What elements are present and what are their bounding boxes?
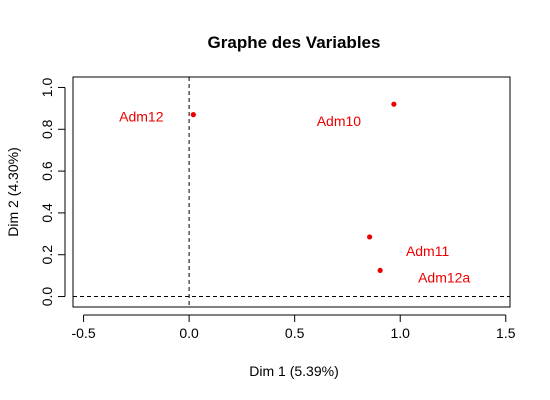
x-tick-label: -0.5 [71,325,95,341]
data-point [190,112,196,118]
y-axis-label: Dim 2 (4.30%) [5,147,21,236]
x-tick-label: 0.5 [285,325,305,341]
data-points [190,101,397,274]
data-point [377,267,383,274]
reference-lines [73,77,510,307]
data-point [391,101,397,107]
y-axis: 0.0 0.2 0.4 0.6 0.8 1.0 [39,78,66,307]
point-labels: Adm12 Adm10 Adm11 Adm12a [119,109,470,286]
point-label: Adm11 [406,243,450,259]
data-point [367,234,373,240]
chart-title: Graphe des Variables [208,33,381,52]
x-axis-label: Dim 1 (5.39%) [249,363,338,379]
plot-area-frame [72,76,511,308]
x-tick-label: 1.0 [390,325,410,341]
x-tick-label: 1.5 [496,325,516,341]
point-label: Adm12 [119,109,164,125]
y-tick-label: 0.4 [39,203,55,223]
y-tick-label: 1.0 [39,78,55,98]
x-tick-label: 0.0 [179,325,199,341]
y-tick-label: 0.8 [39,119,55,139]
point-label: Adm12a [418,269,470,285]
y-tick-label: 0.0 [39,287,55,307]
point-label: Adm10 [317,113,362,129]
y-tick-label: 0.2 [39,245,55,265]
y-tick-label: 0.6 [39,161,55,181]
x-axis: -0.5 0.0 0.5 1.0 1.5 [71,314,516,341]
